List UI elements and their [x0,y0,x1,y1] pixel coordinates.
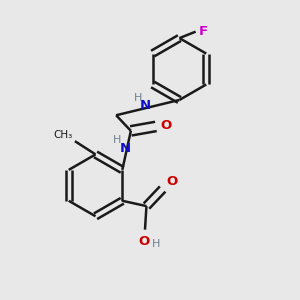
Text: CH₃: CH₃ [53,130,73,140]
Text: O: O [166,175,177,188]
Text: N: N [139,99,150,112]
Text: H: H [113,135,122,146]
Text: O: O [160,119,172,132]
Text: F: F [199,25,208,38]
Text: H: H [152,239,161,249]
Text: O: O [138,235,149,248]
Text: H: H [134,93,142,103]
Text: N: N [119,142,131,155]
